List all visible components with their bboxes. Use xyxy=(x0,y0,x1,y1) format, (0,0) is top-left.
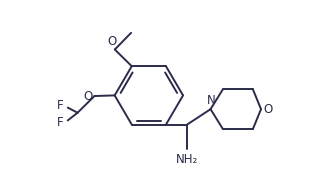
Text: O: O xyxy=(264,103,273,116)
Text: NH₂: NH₂ xyxy=(176,152,198,165)
Text: O: O xyxy=(108,35,117,48)
Text: N: N xyxy=(207,94,216,107)
Text: O: O xyxy=(83,90,93,103)
Text: F: F xyxy=(57,116,64,129)
Text: F: F xyxy=(57,99,64,112)
